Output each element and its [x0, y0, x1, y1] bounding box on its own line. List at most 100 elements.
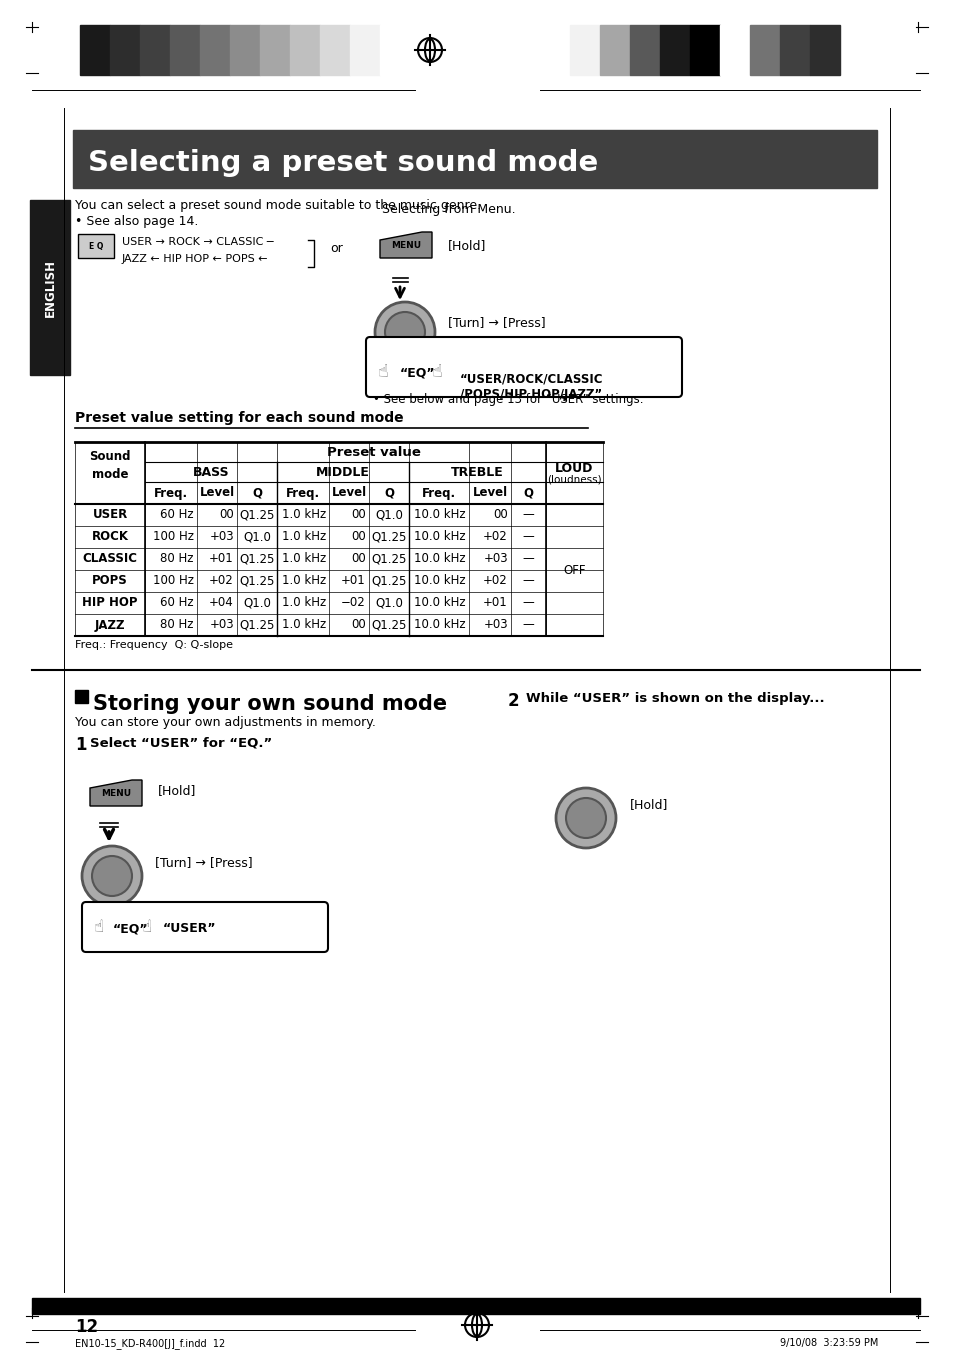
- Bar: [32, 1298, 919, 1314]
- Text: 60 Hz: 60 Hz: [160, 596, 193, 610]
- Text: 1.0 kHz: 1.0 kHz: [281, 553, 326, 565]
- Text: ROCK: ROCK: [91, 530, 129, 544]
- Bar: [780, 24, 809, 74]
- Text: 00: 00: [351, 618, 366, 631]
- Bar: [809, 24, 840, 74]
- Bar: [110, 24, 140, 74]
- Text: 2: 2: [507, 692, 519, 710]
- Text: Sound
mode: Sound mode: [90, 450, 131, 481]
- Text: BASS: BASS: [193, 465, 229, 479]
- Text: Q1.0: Q1.0: [375, 596, 402, 610]
- Text: • See also page 14.: • See also page 14.: [75, 215, 198, 228]
- Text: • See below and page 13 for “USER” settings.: • See below and page 13 for “USER” setti…: [373, 393, 643, 406]
- Bar: [379, 24, 410, 74]
- Text: Freq.: Freq.: [421, 487, 456, 499]
- Text: USER: USER: [92, 508, 128, 522]
- Bar: [30, 200, 70, 375]
- Text: TREBLE: TREBLE: [451, 465, 503, 479]
- Text: MIDDLE: MIDDLE: [315, 465, 370, 479]
- Bar: [689, 24, 720, 74]
- Bar: [73, 130, 876, 188]
- Bar: [80, 24, 110, 74]
- Text: or: or: [330, 242, 342, 256]
- Text: Q1.25: Q1.25: [239, 575, 274, 588]
- Text: [Hold]: [Hold]: [448, 239, 486, 251]
- Bar: [260, 24, 290, 74]
- Text: Q1.25: Q1.25: [239, 553, 274, 565]
- Text: +02: +02: [483, 530, 507, 544]
- Text: 60 Hz: 60 Hz: [160, 508, 193, 522]
- FancyBboxPatch shape: [82, 902, 328, 952]
- Bar: [749, 24, 780, 74]
- Text: +03: +03: [483, 618, 507, 631]
- Circle shape: [375, 301, 435, 362]
- Text: Storing your own sound mode: Storing your own sound mode: [92, 694, 447, 714]
- Text: 1: 1: [75, 735, 87, 754]
- Text: USER → ROCK → CLASSIC ─: USER → ROCK → CLASSIC ─: [122, 237, 274, 247]
- Text: 1.0 kHz: 1.0 kHz: [281, 618, 326, 631]
- Text: —: —: [522, 575, 534, 588]
- Text: +01: +01: [483, 596, 507, 610]
- Text: [Hold]: [Hold]: [629, 798, 668, 811]
- Text: 00: 00: [493, 508, 507, 522]
- Text: 1.0 kHz: 1.0 kHz: [281, 575, 326, 588]
- Bar: [659, 24, 689, 74]
- Text: [Hold]: [Hold]: [158, 784, 196, 796]
- Text: Freq.: Freq.: [153, 487, 188, 499]
- Text: 80 Hz: 80 Hz: [160, 618, 193, 631]
- Text: 100 Hz: 100 Hz: [152, 530, 193, 544]
- Text: Q1.0: Q1.0: [243, 530, 271, 544]
- Text: 10.0 kHz: 10.0 kHz: [414, 596, 465, 610]
- Text: +03: +03: [209, 618, 233, 631]
- Text: 10.0 kHz: 10.0 kHz: [414, 530, 465, 544]
- Bar: [319, 24, 350, 74]
- Text: “EQ”: “EQ”: [399, 366, 435, 380]
- Text: 9/10/08  3:23:59 PM: 9/10/08 3:23:59 PM: [780, 1338, 878, 1348]
- Circle shape: [82, 846, 142, 906]
- Text: You can select a preset sound mode suitable to the music genre.: You can select a preset sound mode suita…: [75, 199, 480, 211]
- Text: Q1.25: Q1.25: [371, 618, 406, 631]
- Text: 10.0 kHz: 10.0 kHz: [414, 575, 465, 588]
- Text: Level: Level: [472, 487, 507, 499]
- Polygon shape: [379, 233, 432, 258]
- Text: +04: +04: [209, 596, 233, 610]
- Bar: [230, 24, 260, 74]
- Text: 10.0 kHz: 10.0 kHz: [414, 553, 465, 565]
- Text: You can store your own adjustments in memory.: You can store your own adjustments in me…: [75, 717, 375, 729]
- Text: Freq.: Frequency  Q: Q-slope: Freq.: Frequency Q: Q-slope: [75, 639, 233, 650]
- Text: ☝: ☝: [432, 362, 442, 381]
- Text: ☝: ☝: [142, 918, 152, 936]
- Text: −02: −02: [341, 596, 366, 610]
- Circle shape: [91, 856, 132, 896]
- Text: 1.0 kHz: 1.0 kHz: [281, 530, 326, 544]
- Bar: [599, 24, 629, 74]
- Text: Level: Level: [199, 487, 234, 499]
- Bar: [290, 24, 319, 74]
- Text: CLASSIC: CLASSIC: [82, 553, 137, 565]
- Text: +01: +01: [209, 553, 233, 565]
- Text: POPS: POPS: [92, 575, 128, 588]
- Text: EN10-15_KD-R400[J]_f.indd  12: EN10-15_KD-R400[J]_f.indd 12: [75, 1338, 225, 1349]
- Text: Select “USER” for “EQ.”: Select “USER” for “EQ.”: [90, 735, 272, 749]
- Text: +02: +02: [483, 575, 507, 588]
- Text: +02: +02: [209, 575, 233, 588]
- Text: JAZZ: JAZZ: [94, 618, 125, 631]
- Text: E Q: E Q: [89, 242, 103, 250]
- Text: Selecting from Menu.: Selecting from Menu.: [381, 203, 515, 216]
- Text: Q1.25: Q1.25: [239, 508, 274, 522]
- Bar: [170, 24, 200, 74]
- Text: (loudness): (loudness): [547, 475, 601, 485]
- Text: ☝: ☝: [377, 362, 389, 381]
- Text: 00: 00: [351, 508, 366, 522]
- Text: 80 Hz: 80 Hz: [160, 553, 193, 565]
- Text: 100 Hz: 100 Hz: [152, 575, 193, 588]
- Text: +01: +01: [341, 575, 366, 588]
- Text: Q1.0: Q1.0: [243, 596, 271, 610]
- Text: Selecting a preset sound mode: Selecting a preset sound mode: [88, 149, 598, 177]
- Text: —: —: [522, 508, 534, 522]
- Text: 1.0 kHz: 1.0 kHz: [281, 508, 326, 522]
- Text: Preset value: Preset value: [327, 446, 420, 460]
- Text: HIP HOP: HIP HOP: [82, 596, 137, 610]
- Bar: [200, 24, 230, 74]
- Bar: [140, 24, 170, 74]
